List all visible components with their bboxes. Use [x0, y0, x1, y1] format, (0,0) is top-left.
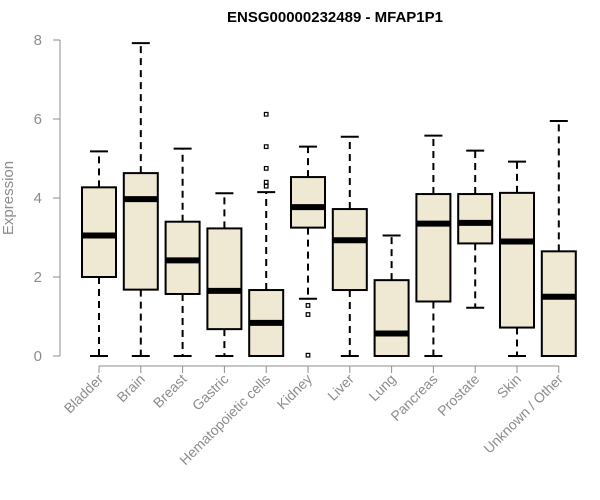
y-tick-label: 6: [34, 111, 42, 128]
x-tick-label: Brain: [113, 371, 147, 405]
outlier-point: [305, 352, 311, 358]
outlier-point: [263, 165, 269, 171]
box-gastric: [206, 192, 243, 357]
box-prostate: [457, 149, 494, 309]
iqr-box: [81, 186, 117, 279]
y-tick-label: 4: [34, 190, 42, 207]
iqr-box: [415, 193, 452, 303]
iqr-box: [331, 208, 368, 292]
box-pancreas: [415, 134, 452, 357]
y-axis-label: Expression: [0, 161, 17, 235]
box-breast: [164, 147, 201, 357]
box-skin: [499, 160, 535, 357]
x-tick-label: Kidney: [274, 371, 316, 413]
box-lung: [373, 234, 410, 357]
boxes-layer: [81, 42, 577, 358]
iqr-box: [499, 191, 535, 329]
x-tick-label: Breast: [150, 371, 190, 411]
box-brain: [122, 42, 159, 357]
outlier-point: [305, 312, 311, 317]
iqr-box: [290, 176, 326, 229]
y-axis: 0 2 4 6 8: [34, 32, 61, 365]
box-unknown-other: [540, 119, 577, 357]
iqr-box: [457, 193, 494, 245]
box-liver: [331, 135, 368, 357]
x-tick-label: Prostate: [434, 371, 482, 419]
outlier-point: [263, 111, 269, 117]
iqr-box: [373, 279, 410, 357]
x-tick-label: Liver: [324, 371, 357, 404]
chart-title: ENSG00000232489 - MFAP1P1: [227, 9, 443, 26]
box-kidney: [290, 145, 326, 358]
outlier-point: [263, 179, 269, 185]
y-tick-label: 8: [34, 32, 42, 49]
x-tick-label: Unknown / Other: [480, 371, 566, 457]
box-hematopoietic-cells: [248, 111, 285, 357]
y-tick-label: 2: [34, 269, 42, 286]
x-tick-label: Bladder: [61, 371, 107, 417]
outlier-point: [305, 303, 311, 308]
outlier-point: [263, 183, 269, 189]
outlier-point: [263, 144, 269, 150]
x-tick-label: Lung: [365, 371, 398, 404]
y-tick-label: 0: [34, 348, 42, 365]
iqr-box: [540, 250, 577, 357]
box-bladder: [81, 150, 117, 357]
iqr-box: [206, 227, 243, 331]
x-tick-label: Skin: [494, 371, 525, 402]
iqr-box: [122, 172, 159, 291]
